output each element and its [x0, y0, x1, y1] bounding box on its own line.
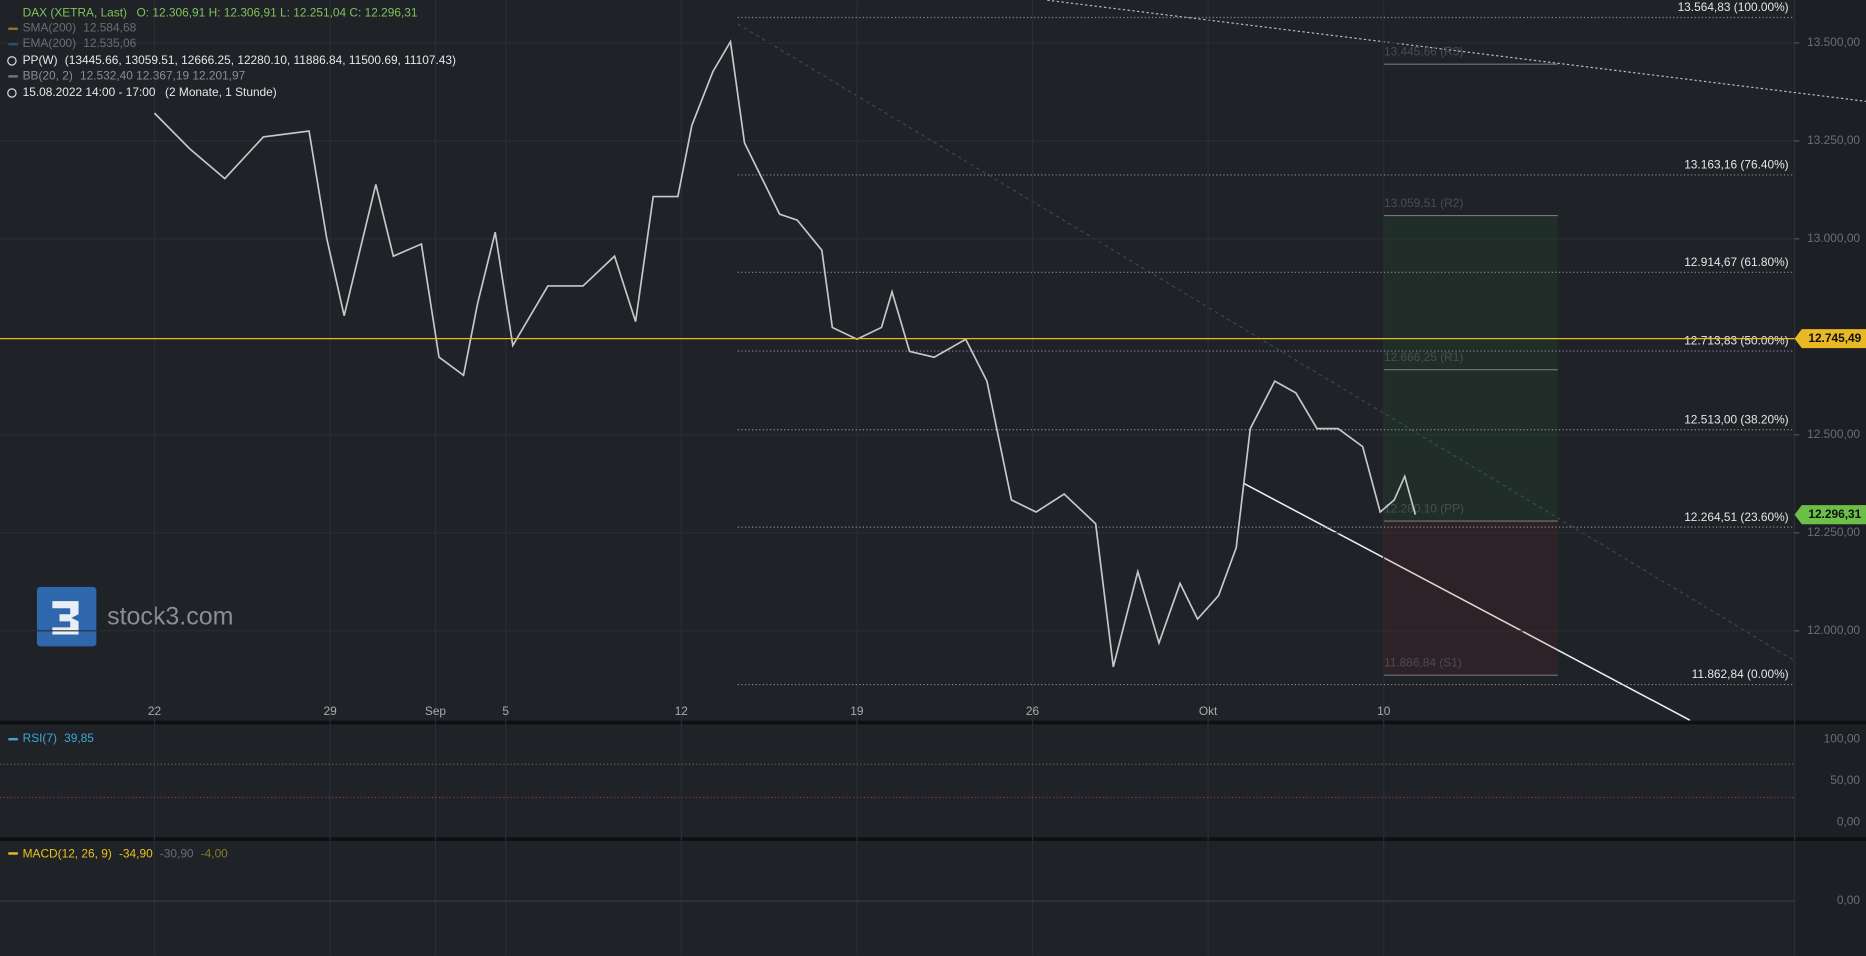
pivot-label: 12.280,10 (PP)	[1384, 501, 1464, 515]
legend-ema: EMA(200) 12.535,06	[23, 36, 137, 50]
price-marker-label: 12.745,49	[1808, 331, 1861, 345]
x-tick-label: 29	[324, 704, 338, 718]
rsi-legend: RSI(7) 39,85	[23, 731, 95, 745]
trend-line	[1243, 482, 1691, 721]
legend-icon	[7, 56, 17, 66]
price-marker	[1794, 505, 1866, 525]
y-tick-label: 12.000,00	[1807, 623, 1860, 637]
y-tick-label: 13.000,00	[1807, 231, 1860, 245]
x-tick-label: Sep	[425, 704, 447, 718]
pivot-zone-down	[1384, 521, 1558, 676]
x-tick-label: 5	[502, 704, 509, 718]
legend-swatch	[8, 738, 18, 741]
y-tick-label: 13.500,00	[1807, 35, 1860, 49]
fib-label: 12.914,67 (61.80%)	[1684, 255, 1788, 269]
rsi-tick-label: 100,00	[1824, 731, 1861, 745]
x-tick-label: Okt	[1199, 704, 1218, 718]
logo: stock3.com	[36, 586, 233, 647]
pivot-zone-up	[1384, 215, 1558, 522]
legend-swatch	[8, 43, 18, 46]
x-tick-label: 26	[1026, 704, 1040, 718]
x-tick-label: 12	[675, 704, 689, 718]
pivot-label: 13.445,66 (R3)	[1384, 44, 1463, 58]
pivot-label: 12.666,25 (R1)	[1384, 350, 1463, 364]
legend: DAX (XETRA, Last) O: 12.306,91 H: 12.306,…	[7, 5, 456, 861]
x-tick-label: 10	[1377, 704, 1391, 718]
legend-swatch	[8, 27, 18, 30]
legend-swatch	[8, 852, 18, 855]
trend-line	[1047, 0, 1866, 102]
x-tick-label: 19	[850, 704, 864, 718]
price-marker	[1794, 329, 1866, 349]
macd-tick-label: 0,00	[1837, 893, 1861, 907]
legend-icon	[7, 88, 17, 98]
trend-line	[737, 23, 1795, 662]
logo-glyph	[52, 601, 79, 635]
pivot-label: 11.886,84 (S1)	[1384, 655, 1462, 669]
price-marker-label: 12.296,31	[1808, 507, 1861, 521]
y-tick-label: 12.500,00	[1807, 427, 1860, 441]
y-tick-label: 12.250,00	[1807, 525, 1860, 539]
fib-label: 12.713,83 (50.00%)	[1684, 334, 1788, 348]
legend-swatch	[8, 75, 18, 78]
fib-label: 13.163,16 (76.40%)	[1684, 158, 1788, 172]
fib-label: 11.862,84 (0.00%)	[1692, 667, 1789, 681]
macd-legend: MACD(12, 26, 9) -34,90 -30,90 -4,00	[23, 847, 229, 861]
legend-range: 15.08.2022 14:00 - 17:00 (2 Monate, 1 Stu…	[23, 85, 277, 99]
price-line	[153, 39, 1417, 668]
fib-label: 12.264,51 (23.60%)	[1684, 510, 1788, 524]
x-tick-label: 22	[148, 704, 162, 718]
rsi-tick-label: 0,00	[1837, 815, 1861, 829]
price-axis	[1794, 0, 1866, 956]
legend-bb: BB(20, 2) 12.532,40 12.367,19 12.201,97	[23, 68, 246, 82]
y-tick-label: 13.250,00	[1807, 133, 1860, 147]
legend-pp: PP(W) (13445.66, 13059.51, 12666.25, 1228…	[23, 53, 456, 67]
logo-text: stock3.com	[107, 602, 233, 630]
pivot-label: 13.059,51 (R2)	[1384, 196, 1463, 210]
legend-sma: SMA(200) 12.584,68	[23, 21, 137, 35]
fib-label: 13.564,83 (100.00%)	[1678, 0, 1789, 14]
legend-symbol: DAX (XETRA, Last) O: 12.306,91 H: 12.306,…	[23, 5, 418, 19]
rsi-tick-label: 50,00	[1830, 773, 1860, 787]
fib-label: 12.513,00 (38.20%)	[1684, 412, 1788, 426]
